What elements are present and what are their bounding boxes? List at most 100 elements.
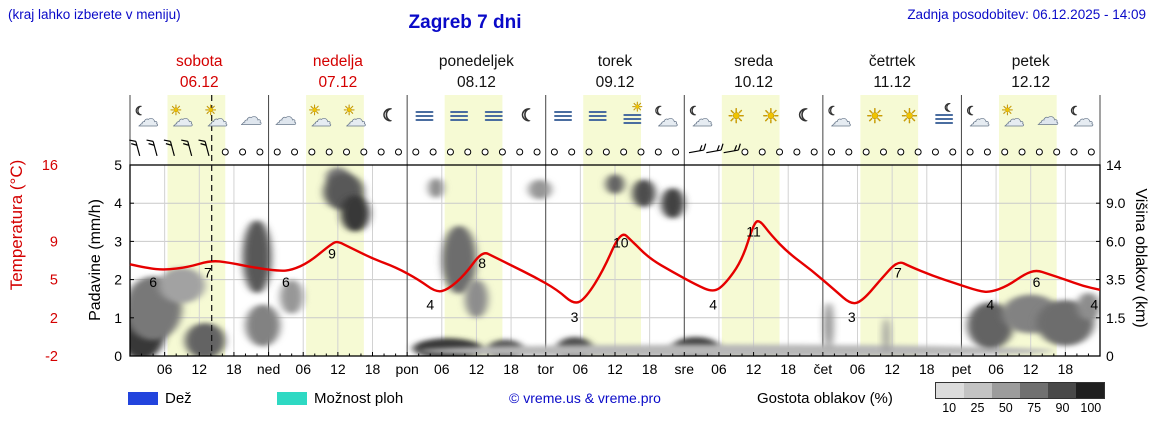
wind-row	[129, 139, 1095, 157]
temp-value-label: 7	[894, 265, 902, 281]
wind-calm-circle	[983, 148, 991, 156]
svg-text:☁: ☁	[311, 107, 332, 131]
temp-value-label: 8	[478, 255, 486, 271]
daylight-band	[721, 95, 780, 356]
cloud-blob	[418, 344, 1054, 356]
weather-icon-fog	[554, 111, 573, 121]
svg-text:☾: ☾	[798, 106, 813, 126]
temp-tick-label: 5	[50, 273, 58, 289]
wind-calm-circle	[637, 148, 645, 156]
temperature-axis-title: Temperatura (°C)	[7, 160, 26, 291]
x-axis-tick-label: 18	[642, 361, 658, 377]
x-axis-tick-label: tor	[538, 361, 555, 377]
weather-icon-sun-cloud: ☀☁	[169, 103, 193, 132]
wind-calm-circle	[585, 148, 593, 156]
credit-link[interactable]: © vreme.us & vreme.pro	[509, 390, 661, 406]
svg-text:☁: ☁	[346, 107, 367, 131]
wind-calm-circle	[758, 148, 766, 156]
weather-icon-fog	[588, 111, 607, 121]
wind-calm-circle	[291, 148, 299, 156]
daylight-band	[583, 95, 641, 356]
menu-hint: (kraj lahko izberete v meniju)	[8, 7, 181, 22]
temp-tick-label: 9	[50, 234, 58, 250]
temp-tick-label: 16	[42, 158, 58, 174]
cloud-blob	[1076, 292, 1100, 321]
x-axis-tick-label: 12	[330, 361, 346, 377]
svg-text:☁: ☁	[1004, 107, 1025, 131]
svg-text:☀: ☀	[308, 103, 321, 119]
wind-calm-circle	[1070, 148, 1078, 156]
temp-tick-label: -2	[45, 349, 58, 365]
cloud-blob	[158, 267, 206, 304]
x-axis-tick-label: 06	[295, 361, 311, 377]
weather-icon-fog	[415, 111, 434, 121]
temp-value-label: 3	[571, 309, 579, 325]
wind-calm-circle	[672, 148, 680, 156]
cloud-blob	[661, 187, 685, 219]
day-name: sreda	[734, 53, 773, 70]
day-name: četrtek	[868, 53, 916, 70]
temp-value-label: 9	[328, 245, 336, 261]
cloud-blob	[967, 302, 1014, 349]
svg-text:☾: ☾	[521, 106, 536, 126]
cloud-blob	[464, 279, 488, 318]
wind-calm-circle	[325, 148, 333, 156]
density-segment-label: 25	[970, 401, 985, 415]
wind-calm-circle	[360, 148, 368, 156]
temp-value-label: 6	[282, 274, 290, 290]
svg-text:☀: ☀	[1001, 103, 1014, 119]
precip-tick-label: 5	[114, 157, 122, 173]
wind-calm-circle	[879, 148, 887, 156]
precip-tick-label: 0	[114, 348, 122, 364]
density-segment-label: 50	[998, 401, 1013, 415]
x-axis-tick-label: pet	[952, 361, 972, 377]
weather-icon-fog	[450, 111, 469, 121]
day-date: 07.12	[318, 74, 358, 91]
wind-barb	[181, 139, 193, 157]
weather-icon-sun-cloud: ☀☁	[343, 103, 367, 132]
cloud-blob	[824, 302, 834, 349]
wind-calm-circle	[516, 148, 524, 156]
wind-calm-circle	[602, 148, 610, 156]
day-name: torek	[597, 53, 633, 70]
cloud-blob	[441, 225, 477, 294]
weather-icon-cloud-moon: ☾☁	[689, 104, 714, 132]
x-axis-tick-label: ned	[257, 361, 280, 377]
day-date: 06.12	[179, 74, 219, 91]
wind-calm-circle	[1035, 148, 1043, 156]
day-date: 11.12	[873, 74, 911, 91]
wind-calm-circle	[239, 148, 247, 156]
svg-text:☁: ☁	[138, 107, 159, 131]
wind-calm-circle	[394, 148, 402, 156]
day-name: sobota	[176, 53, 223, 70]
precip-tick-label: 4	[114, 195, 122, 211]
x-axis-tick-label: 18	[365, 361, 381, 377]
day-header-četrtek: četrtek 11.12	[869, 51, 916, 93]
cloud-density-blobs	[130, 167, 1100, 356]
wind-calm-circle	[1018, 148, 1026, 156]
density-segment	[1076, 383, 1104, 398]
day-header-nedelja: nedelja 07.12	[313, 51, 363, 93]
wind-calm-circle	[620, 148, 628, 156]
svg-text:☾: ☾	[655, 104, 666, 118]
x-axis-tick-label: 12	[607, 361, 623, 377]
svg-text:☀: ☀	[170, 103, 183, 119]
wind-barb	[688, 143, 707, 154]
svg-text:☁: ☁	[275, 106, 297, 131]
svg-text:☀: ☀	[343, 103, 356, 119]
daylight-band	[860, 95, 919, 356]
cloud-blob	[882, 317, 890, 354]
temp-value-label: 4	[1090, 296, 1098, 312]
weather-icon-sun: ☀	[762, 104, 780, 129]
weather-icon-sun: ☀	[900, 104, 918, 129]
svg-text:☁: ☁	[207, 107, 228, 131]
svg-text:☀: ☀	[762, 104, 780, 128]
day-name: ponedeljek	[438, 53, 514, 70]
wind-calm-circle	[931, 148, 939, 156]
x-axis-tick-label: 06	[434, 361, 450, 377]
day-date: 10.12	[734, 74, 773, 91]
wind-barb	[723, 143, 741, 154]
weather-icons-row: ☾☁ ☀☁ ☀☁ ☁ ☁ ☀☁ ☀☁ ☾ ☾ ☀ ☾☁ ☾☁ ☀ ☀ ☾ ☾☁ ☀ ☀ ☾ ☾☁ ☀☁ ☁ ☾☁	[135, 100, 1095, 132]
wind-calm-circle	[862, 148, 870, 156]
